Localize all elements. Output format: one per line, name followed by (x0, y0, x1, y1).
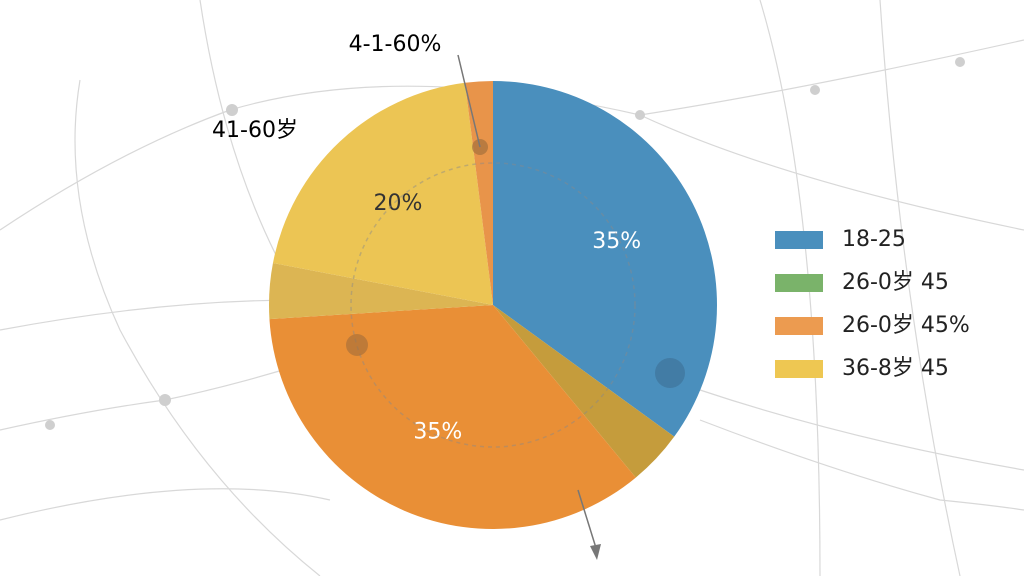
pie-slice (493, 81, 717, 437)
slice-label: 35% (413, 419, 462, 444)
pie-slice (269, 305, 636, 530)
annotation: 4-1-60% (349, 32, 442, 57)
pie-slice (493, 305, 675, 478)
legend-label: 36-8岁 45 (842, 356, 949, 381)
slice-label: 20% (373, 191, 422, 216)
annotation: 41-60岁 (212, 118, 298, 143)
legend-label: 18-25 (842, 227, 906, 252)
legend-label: 26-0岁 45% (842, 313, 970, 338)
overlay (346, 54, 685, 560)
pie: 35% 35% 20% (269, 81, 717, 530)
legend-swatch (775, 231, 823, 249)
legend-label: 26-0岁 45 (842, 270, 949, 295)
legend-swatch (775, 274, 823, 292)
legend-swatch (775, 360, 823, 378)
legend: 18-25 26-0岁 45 26-0岁 45% 36-8岁 45 (775, 227, 970, 381)
legend-swatch (775, 317, 823, 335)
slice-label: 35% (592, 229, 641, 254)
pie-slice (269, 263, 493, 320)
pie-slice (272, 82, 493, 306)
pie-slice (464, 81, 493, 305)
